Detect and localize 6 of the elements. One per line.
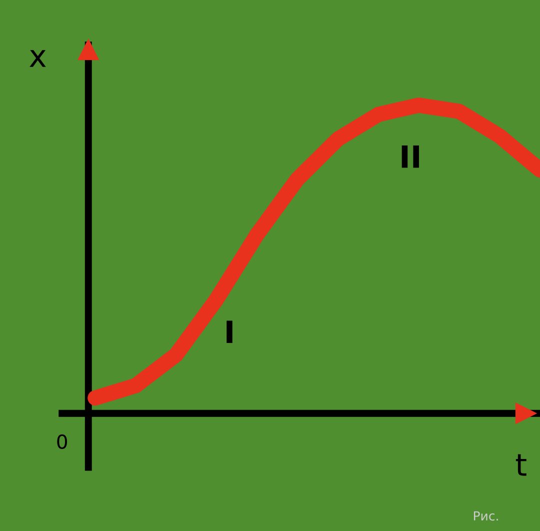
text: 0	[57, 434, 67, 450]
annotation: I	[226, 320, 232, 343]
annotation: II	[402, 145, 419, 168]
x-axis-title: t	[516, 454, 526, 476]
text: Рис.	[474, 511, 498, 521]
y-axis-title: x	[30, 50, 46, 67]
